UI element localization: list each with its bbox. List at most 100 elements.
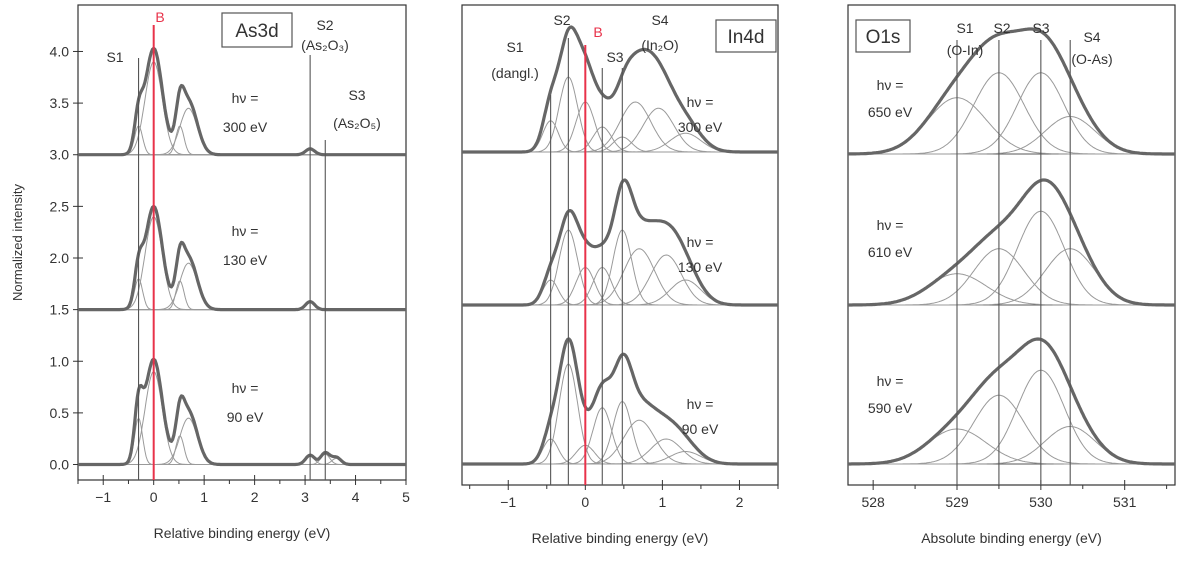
marker-label-s4: S4 <box>651 12 668 28</box>
photon-label: hν = <box>687 396 714 412</box>
photon-energy: 90 eV <box>227 409 264 425</box>
spectrum-650-ev <box>847 27 1176 156</box>
fit-component <box>78 61 406 156</box>
marker-label-b: B <box>155 9 164 25</box>
spectrum-300-ev <box>461 25 779 154</box>
y-tick-label: 3.0 <box>50 147 70 163</box>
spectrum-300-ev <box>77 46 407 157</box>
photon-energy: 300 eV <box>223 119 268 135</box>
fit-component <box>462 451 778 465</box>
fit-component <box>78 262 406 311</box>
marker-sublabel-s4: (O-As) <box>1071 51 1112 67</box>
x-tick-label: 0 <box>581 494 589 510</box>
x-tick-label: 4 <box>352 489 360 505</box>
fit-envelope <box>461 25 779 154</box>
marker-sublabel-s3: (As₂O₅) <box>333 115 381 131</box>
spectrum-610-ev <box>847 178 1176 307</box>
fit-component <box>462 248 778 306</box>
marker-label-s4: S4 <box>1083 29 1100 45</box>
fit-envelope <box>847 27 1176 156</box>
fit-component <box>462 132 778 153</box>
fit-envelope <box>77 357 407 467</box>
marker-sublabel-s2: (As₂O₃) <box>301 37 349 53</box>
marker-sublabel-s4: (In₂O) <box>641 37 678 53</box>
x-tick-label: 1 <box>200 489 208 505</box>
marker-label-s1: S1 <box>106 49 123 65</box>
panel-title: In4d <box>728 27 765 48</box>
marker-label-b: B <box>593 24 602 40</box>
x-tick-label: 529 <box>945 494 969 510</box>
fit-envelope <box>77 46 407 157</box>
fit-component <box>462 363 778 465</box>
plot-frame <box>847 4 1176 486</box>
photon-label: hν = <box>232 380 259 396</box>
fit-component <box>462 76 778 153</box>
fit-component <box>78 280 406 311</box>
fit-component <box>78 417 406 465</box>
x-tick-label: 3 <box>301 489 309 505</box>
photon-label: hν = <box>877 373 904 389</box>
fit-envelope <box>461 178 779 307</box>
x-tick-label: 5 <box>402 489 410 505</box>
fit-envelope <box>847 178 1176 307</box>
marker-label-s2: S2 <box>316 17 333 33</box>
photon-energy: 610 eV <box>868 244 913 260</box>
fit-component <box>462 120 778 153</box>
panel-title-box <box>855 19 911 53</box>
marker-sublabel-s1: (O-In) <box>947 42 984 58</box>
plot-frame <box>461 4 779 486</box>
panel-o1s: 528 529 530 531 Absolute binding energy (eV)… <box>847 4 1176 546</box>
photon-energy: 650 eV <box>868 104 913 120</box>
spectrum-90-ev <box>461 337 779 466</box>
fit-component <box>462 267 778 306</box>
fit-component <box>462 101 778 153</box>
x-tick-label: 2 <box>736 494 744 510</box>
fit-component <box>462 279 778 306</box>
marker-label-s2: S2 <box>553 12 570 28</box>
fit-component <box>462 229 778 306</box>
fit-envelope <box>847 337 1176 466</box>
y-tick-label: 3.5 <box>50 95 70 111</box>
marker-label-s3: S3 <box>1032 20 1049 36</box>
fit-component <box>462 107 778 153</box>
spectrum-590-ev <box>847 337 1176 466</box>
y-tick-label: 4.0 <box>50 43 70 59</box>
photon-label: hν = <box>877 217 904 233</box>
panel-title-box <box>221 12 293 48</box>
panel-title: O1s <box>866 27 901 48</box>
x-axis-label: Absolute binding energy (eV) <box>921 530 1102 546</box>
photon-energy: 90 eV <box>682 421 719 437</box>
photon-energy: 300 eV <box>678 119 723 135</box>
fit-component <box>462 101 778 153</box>
photon-label: hν = <box>687 234 714 250</box>
fit-envelope <box>77 204 407 312</box>
spectrum-90-ev <box>77 357 407 467</box>
y-tick-label: 2.5 <box>50 198 70 214</box>
x-tick-label: −1 <box>95 489 111 505</box>
spectrum-130-ev <box>461 178 779 307</box>
y-tick-label: 0.5 <box>50 405 70 421</box>
fit-component <box>462 438 778 465</box>
fit-component <box>78 277 406 311</box>
y-axis-label: Normalized intensity <box>10 183 25 301</box>
panel-as3d: −1 0 1 2 3 4 5 Relative binding energy (eV) 0.0 0… <box>10 4 410 541</box>
panel-in4d: −1 0 1 2 Relative binding energy (eV) S1 (dang… <box>461 4 779 546</box>
fit-component <box>462 419 778 465</box>
x-tick-label: 530 <box>1029 494 1053 510</box>
fit-component <box>462 229 778 306</box>
photon-label: hν = <box>687 94 714 110</box>
x-tick-label: 0 <box>150 489 158 505</box>
photon-energy: 130 eV <box>678 259 723 275</box>
x-tick-label: 1 <box>658 494 666 510</box>
spectrum-130-ev <box>77 204 407 312</box>
x-tick-label: −1 <box>500 494 516 510</box>
marker-label-s2: S2 <box>993 20 1010 36</box>
x-axis-label: Relative binding energy (eV) <box>154 525 331 541</box>
marker-label-s1: S1 <box>506 39 523 55</box>
panel-title: As3d <box>235 21 278 42</box>
y-tick-label: 1.0 <box>50 353 70 369</box>
x-axis-label: Relative binding energy (eV) <box>532 530 709 546</box>
photon-label: hν = <box>877 77 904 93</box>
fit-envelope <box>461 337 779 466</box>
